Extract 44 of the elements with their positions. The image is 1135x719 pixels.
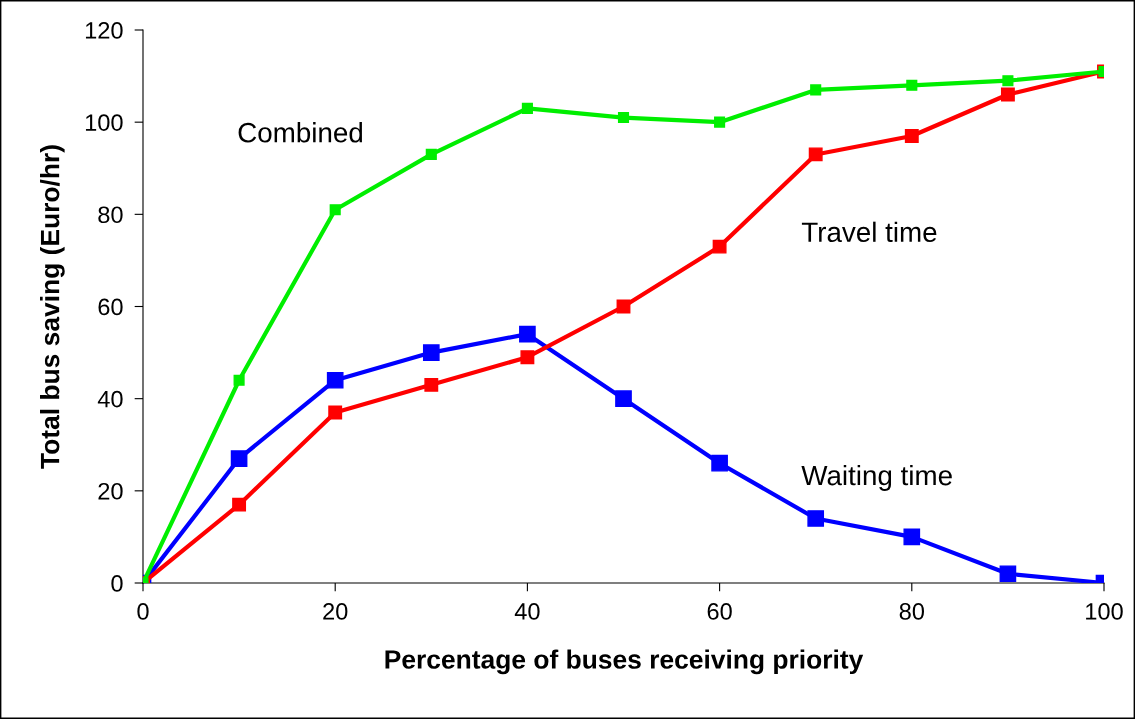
series-label: Travel time bbox=[801, 221, 937, 243]
point bbox=[1000, 87, 1015, 102]
y-tick-label: 100 bbox=[85, 114, 123, 131]
series-label: Waiting time bbox=[801, 464, 952, 491]
point bbox=[233, 374, 245, 386]
point bbox=[521, 102, 533, 114]
point bbox=[712, 239, 727, 254]
point bbox=[617, 112, 630, 124]
x-tick-label: 40 bbox=[514, 603, 540, 620]
y-tick-label: 20 bbox=[98, 482, 123, 500]
point bbox=[903, 528, 921, 546]
point bbox=[906, 79, 918, 91]
x-tick-label: 100 bbox=[1086, 603, 1123, 620]
x-axis-title: Percentage of buses receiving priority bbox=[385, 649, 864, 675]
point bbox=[808, 147, 823, 162]
y-tick-label: 40 bbox=[97, 390, 123, 408]
point bbox=[425, 148, 437, 160]
point bbox=[230, 450, 248, 467]
point bbox=[615, 390, 632, 408]
point bbox=[329, 204, 341, 216]
y-tick-label: 120 bbox=[85, 22, 123, 39]
x-tick-label: 0 bbox=[137, 603, 149, 620]
point bbox=[519, 325, 536, 343]
y-tick-label: 60 bbox=[98, 298, 123, 316]
point bbox=[810, 84, 822, 96]
point bbox=[904, 129, 919, 143]
point bbox=[807, 510, 825, 527]
point bbox=[328, 405, 343, 420]
point bbox=[1002, 75, 1014, 87]
point bbox=[232, 497, 247, 512]
point bbox=[424, 377, 439, 392]
series-label: Combined bbox=[238, 122, 362, 143]
point bbox=[520, 350, 535, 365]
y-tick-label: 0 bbox=[111, 575, 123, 592]
x-tick-label: 80 bbox=[899, 603, 925, 620]
x-tick-label: 20 bbox=[323, 603, 348, 620]
point bbox=[714, 116, 726, 128]
y-tick-label: 80 bbox=[98, 206, 123, 224]
point bbox=[999, 565, 1017, 583]
point bbox=[422, 344, 440, 361]
point bbox=[326, 371, 344, 389]
y-axis-title: Total bus saving (Euro/hr) bbox=[40, 145, 65, 469]
point bbox=[711, 454, 728, 472]
x-tick-label: 60 bbox=[707, 603, 732, 620]
